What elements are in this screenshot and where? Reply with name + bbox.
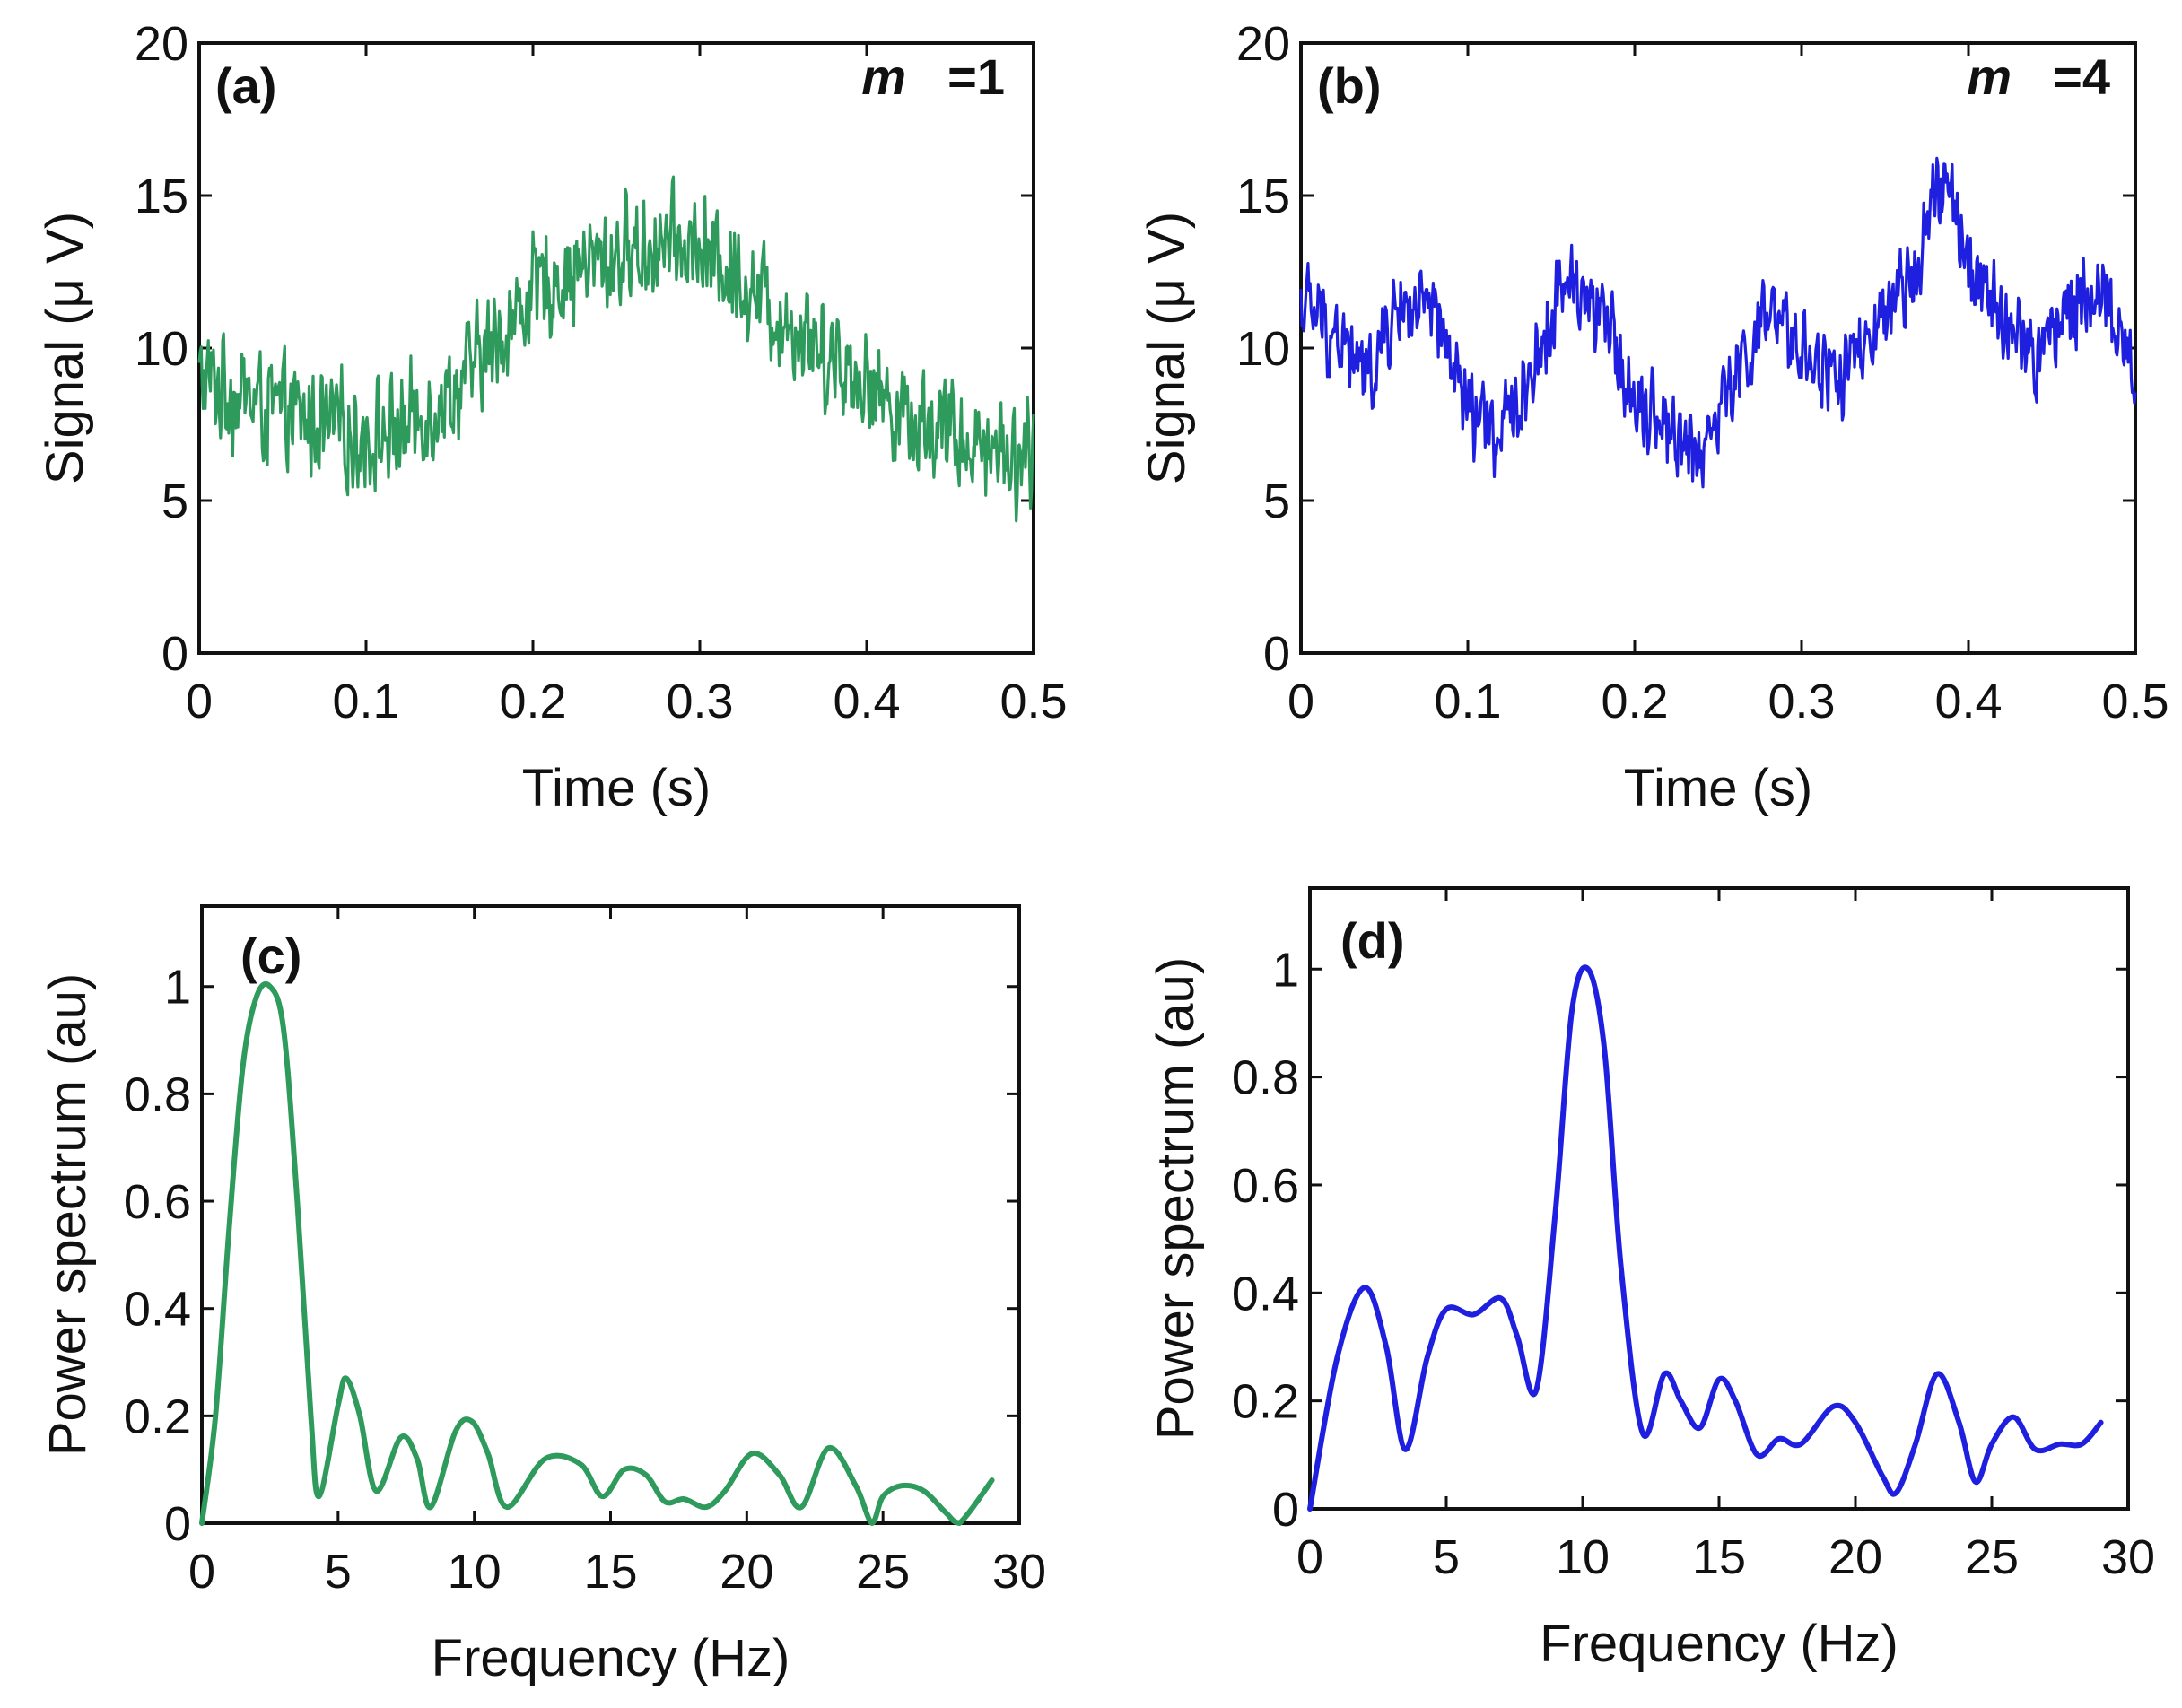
x-tick-label: 5 bbox=[325, 1545, 352, 1599]
plot-frame bbox=[1299, 41, 2137, 655]
x-tick-label: 0 bbox=[188, 1545, 215, 1599]
y-tick-label: 10 bbox=[1236, 322, 1290, 376]
y-tick-label: 1 bbox=[1272, 943, 1299, 997]
panel-a: 0 0.1 0.2 0.3 0.4 0.5 0 5 10 15 20 Time (s) Signal (… bbox=[36, 17, 1068, 817]
y-axis-label: Power spectrum (au) bbox=[39, 973, 97, 1456]
y-tick-label: 15 bbox=[135, 170, 188, 223]
x-tick-label: 10 bbox=[1556, 1530, 1610, 1584]
y-tick-label: 15 bbox=[1236, 170, 1290, 223]
y-tick-label: 0.2 bbox=[124, 1390, 191, 1443]
y-axis-label: Signal (μ V) bbox=[36, 212, 94, 484]
x-tick-label: 30 bbox=[992, 1545, 1046, 1599]
panel-label: (c) bbox=[240, 928, 301, 984]
annotation-symbol: m bbox=[1967, 48, 2012, 105]
x-tick-label: 25 bbox=[856, 1545, 910, 1599]
series-line bbox=[1299, 156, 2137, 489]
x-tick-label: 0.3 bbox=[666, 675, 733, 728]
annotation-symbol: m bbox=[861, 48, 906, 105]
x-tick-label: 0 bbox=[1296, 1530, 1323, 1584]
x-tick-label: 15 bbox=[583, 1545, 637, 1599]
y-tick-label: 0.8 bbox=[1232, 1051, 1299, 1105]
x-tick-label: 5 bbox=[1433, 1530, 1460, 1584]
y-tick-label: 0 bbox=[161, 627, 188, 681]
series-line bbox=[199, 980, 995, 1526]
x-tick-label: 0 bbox=[186, 675, 213, 728]
y-tick-label: 0.4 bbox=[124, 1283, 191, 1337]
plot-frame bbox=[1308, 886, 2130, 1511]
annotation-value: =4 bbox=[2053, 48, 2110, 105]
y-tick-label: 0.8 bbox=[124, 1068, 191, 1121]
x-tick-label: 20 bbox=[1829, 1530, 1882, 1584]
y-tick-label: 20 bbox=[135, 17, 188, 71]
y-tick-label: 0.6 bbox=[124, 1175, 191, 1229]
panel-d: 0 5 10 15 20 25 30 0 0.2 0.4 0.6 0.8 1 Frequency (Hz)… bbox=[1147, 886, 2155, 1673]
y-tick-label: 0.6 bbox=[1232, 1159, 1299, 1213]
annotation-value: =1 bbox=[947, 48, 1005, 105]
y-tick-label: 5 bbox=[1263, 475, 1290, 528]
y-tick-label: 0 bbox=[1263, 627, 1290, 681]
x-tick-label: 0.4 bbox=[833, 675, 900, 728]
x-tick-label: 0.2 bbox=[499, 675, 566, 728]
x-tick-label: 0.2 bbox=[1601, 675, 1668, 728]
x-axis-label: Frequency (Hz) bbox=[1540, 1615, 1898, 1673]
panel-b: 0 0.1 0.2 0.3 0.4 0.5 0 5 10 15 20 Time (s) Signal (… bbox=[1138, 17, 2169, 817]
panel-label: (a) bbox=[215, 57, 276, 114]
x-axis-label: Frequency (Hz) bbox=[432, 1629, 790, 1687]
x-tick-label: 0.4 bbox=[1934, 675, 2002, 728]
series-line bbox=[1307, 964, 2104, 1512]
x-tick-label: 0.5 bbox=[2101, 675, 2169, 728]
x-tick-label: 0.5 bbox=[999, 675, 1067, 728]
y-tick-label: 0 bbox=[164, 1497, 191, 1551]
x-tick-label: 0.1 bbox=[1434, 675, 1501, 728]
y-tick-label: 0.4 bbox=[1232, 1267, 1299, 1320]
x-tick-label: 0 bbox=[1287, 675, 1314, 728]
x-tick-label: 25 bbox=[1965, 1530, 2019, 1584]
plot-frame bbox=[197, 41, 1035, 655]
panel-label: (d) bbox=[1340, 912, 1405, 969]
x-tick-label: 0.1 bbox=[332, 675, 399, 728]
y-tick-label: 20 bbox=[1236, 17, 1290, 71]
x-tick-label: 0.3 bbox=[1767, 675, 1835, 728]
y-tick-label: 0.2 bbox=[1232, 1375, 1299, 1429]
y-tick-label: 1 bbox=[164, 961, 191, 1015]
panel-label: (b) bbox=[1317, 57, 1382, 114]
x-tick-label: 20 bbox=[720, 1545, 773, 1599]
x-tick-label: 30 bbox=[2101, 1530, 2155, 1584]
plot-frame bbox=[200, 904, 1021, 1525]
x-axis-label: Time (s) bbox=[1624, 759, 1812, 817]
y-axis-label: Power spectrum (au) bbox=[1147, 957, 1205, 1440]
series-line bbox=[197, 175, 1035, 523]
y-tick-label: 0 bbox=[1272, 1483, 1299, 1537]
y-tick-label: 5 bbox=[161, 475, 188, 528]
panel-c: 0 5 10 15 20 25 30 0 0.2 0.4 0.6 0.8 1 Frequency (Hz)… bbox=[39, 904, 1046, 1687]
y-tick-label: 10 bbox=[135, 322, 188, 376]
x-tick-label: 15 bbox=[1692, 1530, 1746, 1584]
y-axis-label: Signal (μ V) bbox=[1138, 212, 1196, 484]
x-tick-label: 10 bbox=[448, 1545, 502, 1599]
x-axis-label: Time (s) bbox=[522, 759, 711, 817]
